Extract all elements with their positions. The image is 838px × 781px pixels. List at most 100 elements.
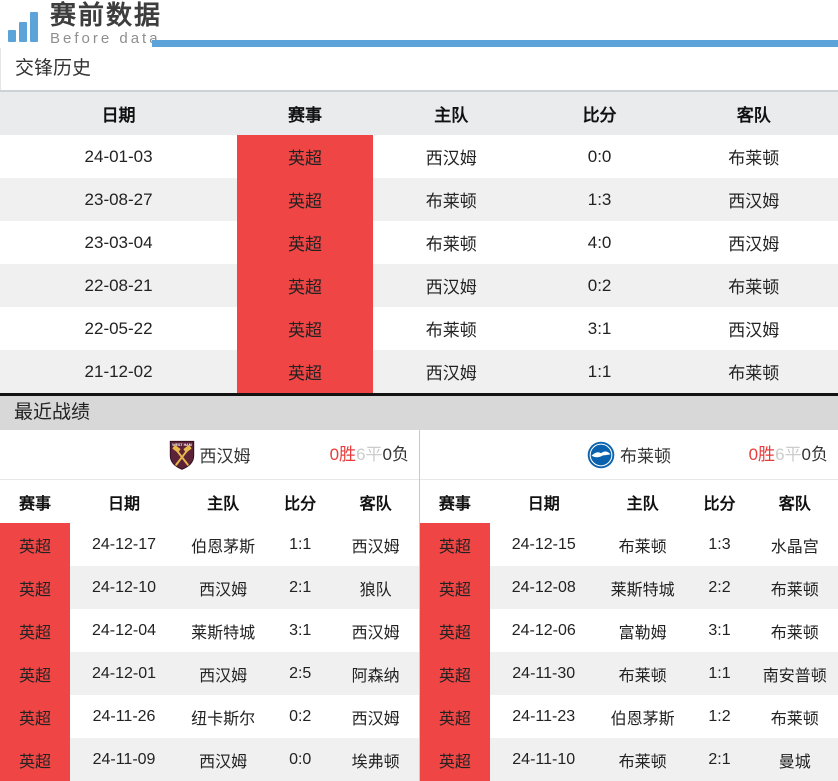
- away-team-cell: 南安普顿: [762, 667, 827, 685]
- table-row: 英超 24-12-17 伯恩茅斯 1:1 西汉姆: [0, 523, 419, 566]
- date-cell: 24-11-30: [512, 664, 576, 682]
- away-team-cell: 阿森纳: [351, 667, 400, 685]
- home-team-cell: 莱斯特城: [191, 624, 256, 642]
- competition-badge: 英超: [0, 695, 70, 738]
- recent-col-date: 日期: [489, 480, 598, 523]
- table-row: 英超 24-12-01 西汉姆 2:5 阿森纳: [0, 652, 419, 695]
- date-cell: 24-12-17: [91, 535, 157, 553]
- home-team-cell: 布莱顿: [425, 235, 477, 254]
- team-record: 0胜6平0负: [749, 430, 828, 480]
- date-cell: 23-03-04: [84, 232, 153, 252]
- date-cell: 24-01-03: [84, 146, 153, 166]
- score-cell: 1:1: [587, 361, 612, 381]
- team-header-west-ham: WEST HAM 西汉姆 0胜6平0负: [0, 430, 419, 480]
- date-cell: 22-08-21: [84, 275, 153, 295]
- h2h-col-away: 客队: [669, 90, 838, 135]
- date-cell: 21-12-02: [84, 361, 153, 381]
- recent-col-score: 比分: [687, 480, 752, 523]
- away-team-cell: 西汉姆: [351, 624, 400, 642]
- table-row: 22-05-22 英超 布莱顿 3:1 西汉姆: [0, 307, 838, 350]
- away-team-cell: 曼城: [778, 753, 811, 771]
- away-team-cell: 西汉姆: [728, 192, 780, 211]
- table-row: 英超 24-12-08 莱斯特城 2:2 布莱顿: [420, 566, 838, 609]
- table-row: 英超 24-11-23 伯恩茅斯 1:2 布莱顿: [420, 695, 838, 738]
- recent-col-date: 日期: [69, 480, 179, 523]
- competition-badge: 英超: [237, 221, 373, 264]
- date-cell: 24-12-01: [91, 664, 157, 682]
- score-cell: 0:2: [587, 275, 612, 295]
- brand-header: 赛前数据 Before data: [0, 0, 838, 48]
- table-row: 英超 24-11-09 西汉姆 0:0 埃弗顿: [0, 738, 419, 781]
- brand-subtitle: Before data: [50, 30, 161, 48]
- competition-badge: 英超: [420, 738, 490, 781]
- record-draws: 6平: [775, 445, 802, 464]
- team-name: 西汉姆: [199, 447, 251, 466]
- date-cell: 24-11-10: [512, 750, 576, 768]
- away-team-cell: 狼队: [359, 581, 392, 599]
- h2h-table: 日期 赛事 主队 比分 客队 24-01-03 英超 西汉姆 0:0 布莱顿 2…: [0, 90, 838, 393]
- date-cell: 24-12-06: [511, 621, 576, 639]
- competition-badge: 英超: [237, 307, 373, 350]
- away-team-cell: 布莱顿: [728, 364, 780, 383]
- competition-badge: 英超: [0, 566, 70, 609]
- score-cell: 2:1: [289, 578, 312, 596]
- home-team-cell: 富勒姆: [618, 624, 667, 642]
- date-cell: 24-12-15: [511, 535, 576, 553]
- table-row: 英超 24-11-10 布莱顿 2:1 曼城: [420, 738, 838, 781]
- table-row: 英超 24-12-10 西汉姆 2:1 狼队: [0, 566, 419, 609]
- home-team-cell: 布莱顿: [618, 538, 667, 556]
- home-team-cell: 布莱顿: [618, 753, 667, 771]
- home-team-cell: 伯恩茅斯: [610, 710, 675, 728]
- recent-col-score: 比分: [268, 480, 333, 523]
- competition-badge: 英超: [420, 609, 490, 652]
- h2h-col-home: 主队: [372, 90, 530, 135]
- table-row: 24-01-03 英超 西汉姆 0:0 布莱顿: [0, 135, 838, 178]
- recent-col-away: 客队: [751, 480, 838, 523]
- score-cell: 0:0: [289, 750, 312, 768]
- away-team-cell: 西汉姆: [351, 538, 400, 556]
- score-cell: 2:1: [708, 750, 731, 768]
- west-ham-crest-icon: WEST HAM: [169, 440, 194, 470]
- recent-col-home: 主队: [597, 480, 688, 523]
- date-cell: 22-05-22: [84, 318, 153, 338]
- away-team-cell: 西汉姆: [351, 710, 400, 728]
- home-team-cell: 纽卡斯尔: [191, 710, 256, 728]
- recent-table-brighton: 赛事 日期 主队 比分 客队 英超 24-12-15 布莱顿 1:3 水晶宫 英…: [420, 480, 838, 781]
- table-row: 23-08-27 英超 布莱顿 1:3 西汉姆: [0, 178, 838, 221]
- recent-header-row: 赛事 日期 主队 比分 客队: [420, 480, 838, 523]
- date-cell: 24-12-04: [91, 621, 157, 639]
- h2h-header-row: 日期 赛事 主队 比分 客队: [0, 90, 838, 135]
- away-team-cell: 布莱顿: [728, 278, 780, 297]
- section-divider: [0, 393, 838, 396]
- team-record: 0胜6平0负: [330, 430, 409, 480]
- competition-badge: 英超: [237, 178, 373, 221]
- competition-badge: 英超: [420, 523, 490, 566]
- team-header-brighton: 布莱顿 0胜6平0负: [420, 430, 838, 480]
- competition-badge: 英超: [420, 566, 490, 609]
- table-row: 英超 24-12-06 富勒姆 3:1 布莱顿: [420, 609, 838, 652]
- competition-badge: 英超: [420, 652, 490, 695]
- table-row: 英超 24-11-30 布莱顿 1:1 南安普顿: [420, 652, 838, 695]
- recent-panel-brighton: 布莱顿 0胜6平0负 赛事 日期 主队 比分 客队 英超 24-12-15: [419, 430, 838, 781]
- score-cell: 0:2: [289, 707, 312, 725]
- table-row: 21-12-02 英超 西汉姆 1:1 布莱顿: [0, 350, 838, 393]
- recent-table-west-ham: 赛事 日期 主队 比分 客队 英超 24-12-17 伯恩茅斯 1:1 西汉姆 …: [0, 480, 419, 781]
- record-draws: 6平: [356, 445, 383, 464]
- record-wins: 0胜: [748, 445, 776, 464]
- record-losses: 0负: [382, 445, 409, 464]
- score-cell: 1:1: [708, 664, 731, 682]
- competition-badge: 英超: [420, 695, 490, 738]
- away-team-cell: 水晶宫: [770, 538, 819, 556]
- competition-badge: 英超: [0, 652, 70, 695]
- competition-badge: 英超: [237, 264, 373, 307]
- home-team-cell: 布莱顿: [425, 192, 477, 211]
- recent-col-comp: 赛事: [0, 480, 70, 523]
- home-team-cell: 布莱顿: [425, 321, 477, 340]
- table-row: 英超 24-12-15 布莱顿 1:3 水晶宫: [420, 523, 838, 566]
- recent-panel-west-ham: WEST HAM 西汉姆 0胜6平0负 赛事 日期 主队 比分: [0, 430, 419, 781]
- recent-section-title: 最近战绩: [0, 396, 838, 430]
- away-team-cell: 布莱顿: [770, 581, 819, 599]
- recent-col-away: 客队: [332, 480, 419, 523]
- record-losses: 0负: [801, 445, 828, 464]
- home-team-cell: 伯恩茅斯: [191, 538, 256, 556]
